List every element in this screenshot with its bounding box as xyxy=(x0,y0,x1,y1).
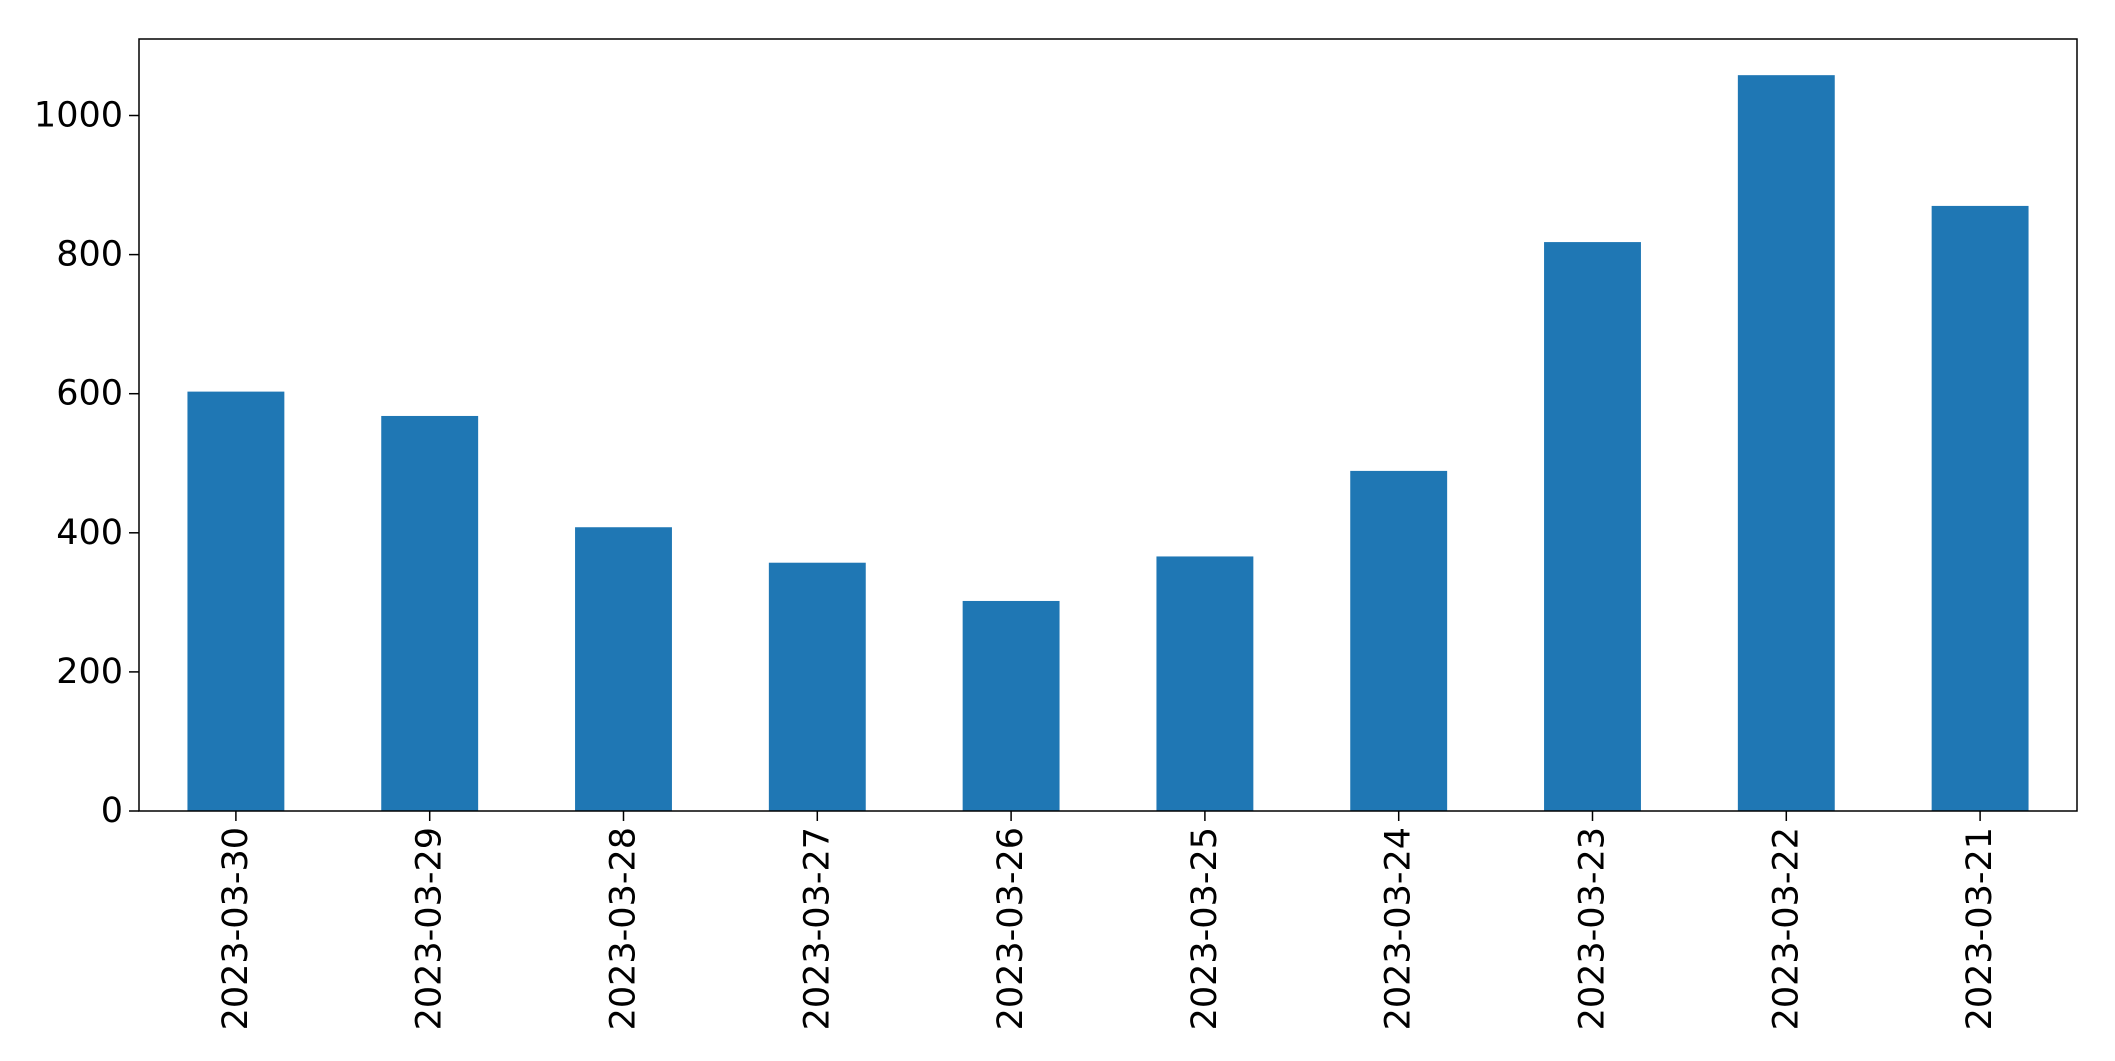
y-tick-label: 800 xyxy=(56,235,123,275)
y-tick-label: 600 xyxy=(56,374,123,414)
y-tick-label: 200 xyxy=(56,652,123,692)
x-tick-label: 2023-03-30 xyxy=(216,827,256,1030)
bar-2023-03-22 xyxy=(1737,75,1835,811)
bar-2023-03-29 xyxy=(381,415,479,811)
y-tick-label: 400 xyxy=(56,513,123,553)
bar-2023-03-24 xyxy=(1350,470,1448,811)
y-tick-label: 1000 xyxy=(34,96,123,136)
x-tick-label: 2023-03-27 xyxy=(797,827,837,1030)
x-tick-label: 2023-03-26 xyxy=(991,827,1031,1030)
x-tick-label: 2023-03-23 xyxy=(1573,827,1613,1030)
x-tick-label: 2023-03-28 xyxy=(604,827,644,1030)
bar-2023-03-26 xyxy=(962,600,1060,811)
bar-2023-03-23 xyxy=(1544,242,1641,811)
bar-2023-03-27 xyxy=(768,562,866,811)
x-tick-label: 2023-03-21 xyxy=(1960,827,2000,1030)
y-axis: 0 200 400 600 800 1000 xyxy=(34,96,139,831)
x-axis: 2023-03-30 2023-03-29 2023-03-28 2023-03-27… xyxy=(216,811,2000,1030)
x-tick-label: 2023-03-25 xyxy=(1185,827,1225,1030)
x-tick-label: 2023-03-22 xyxy=(1766,827,1806,1030)
bar-2023-03-30 xyxy=(187,391,285,811)
bars-layer xyxy=(187,75,2029,811)
x-tick-label: 2023-03-29 xyxy=(410,827,450,1030)
bar-2023-03-21 xyxy=(1931,205,2029,811)
bar-2023-03-28 xyxy=(575,527,672,811)
bar-2023-03-25 xyxy=(1156,556,1254,811)
plot-frame xyxy=(138,38,2078,812)
x-tick-label: 2023-03-24 xyxy=(1379,827,1419,1030)
y-tick-label: 0 xyxy=(101,791,123,831)
